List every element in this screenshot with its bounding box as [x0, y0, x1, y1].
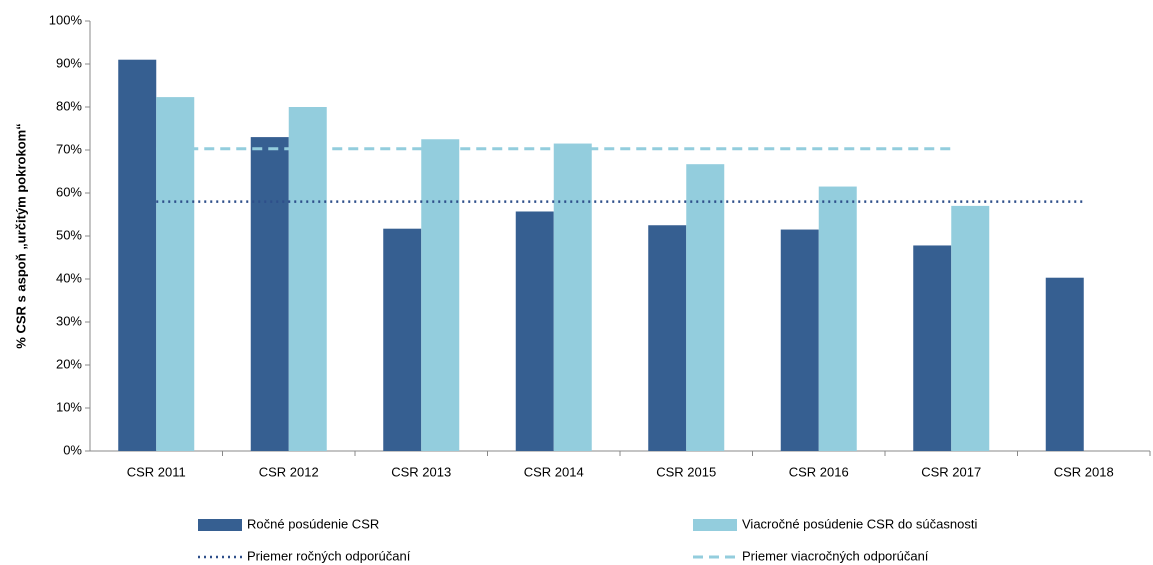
y-tick-label: 90%	[56, 55, 82, 70]
y-tick-label: 30%	[56, 313, 82, 328]
bar	[156, 97, 195, 452]
bar	[686, 164, 725, 451]
bar	[383, 228, 422, 451]
y-tick-label: 50%	[56, 227, 82, 242]
bar	[288, 107, 327, 451]
x-tick-label: CSR 2012	[259, 464, 319, 479]
bar	[1045, 277, 1084, 451]
legend-label: Priemer ročných odporúčaní	[247, 548, 411, 563]
y-tick-label: 20%	[56, 356, 82, 371]
y-tick-label: 80%	[56, 98, 82, 113]
bar	[250, 137, 289, 451]
bar	[648, 225, 687, 451]
legend-swatch	[693, 519, 737, 531]
y-tick-label: 10%	[56, 399, 82, 414]
x-tick-label: CSR 2011	[127, 464, 186, 479]
bar	[515, 211, 554, 451]
x-tick-label: CSR 2016	[789, 464, 849, 479]
bar	[421, 139, 460, 451]
x-tick-label: CSR 2018	[1054, 464, 1114, 479]
x-tick-label: CSR 2015	[656, 464, 716, 479]
legend-label: Priemer viacročných odporúčaní	[742, 548, 929, 563]
x-tick-label: CSR 2014	[524, 464, 584, 479]
legend-label: Ročné posúdenie CSR	[247, 516, 379, 531]
y-tick-label: 70%	[56, 141, 82, 156]
y-tick-label: 40%	[56, 270, 82, 285]
bar	[818, 186, 857, 452]
legend-swatch	[198, 519, 242, 531]
legend-label: Viacročné posúdenie CSR do súčasnosti	[742, 516, 977, 531]
bar	[913, 245, 952, 451]
bar	[553, 143, 592, 452]
bar	[118, 59, 157, 451]
bar	[780, 229, 819, 451]
y-tick-label: 100%	[49, 12, 83, 27]
bar	[951, 205, 990, 451]
y-axis-label: % CSR s aspoň „určitým pokrokom“	[13, 123, 28, 348]
x-tick-label: CSR 2013	[391, 464, 451, 479]
x-tick-label: CSR 2017	[921, 464, 981, 479]
y-tick-label: 60%	[56, 184, 82, 199]
y-tick-label: 0%	[63, 442, 82, 457]
